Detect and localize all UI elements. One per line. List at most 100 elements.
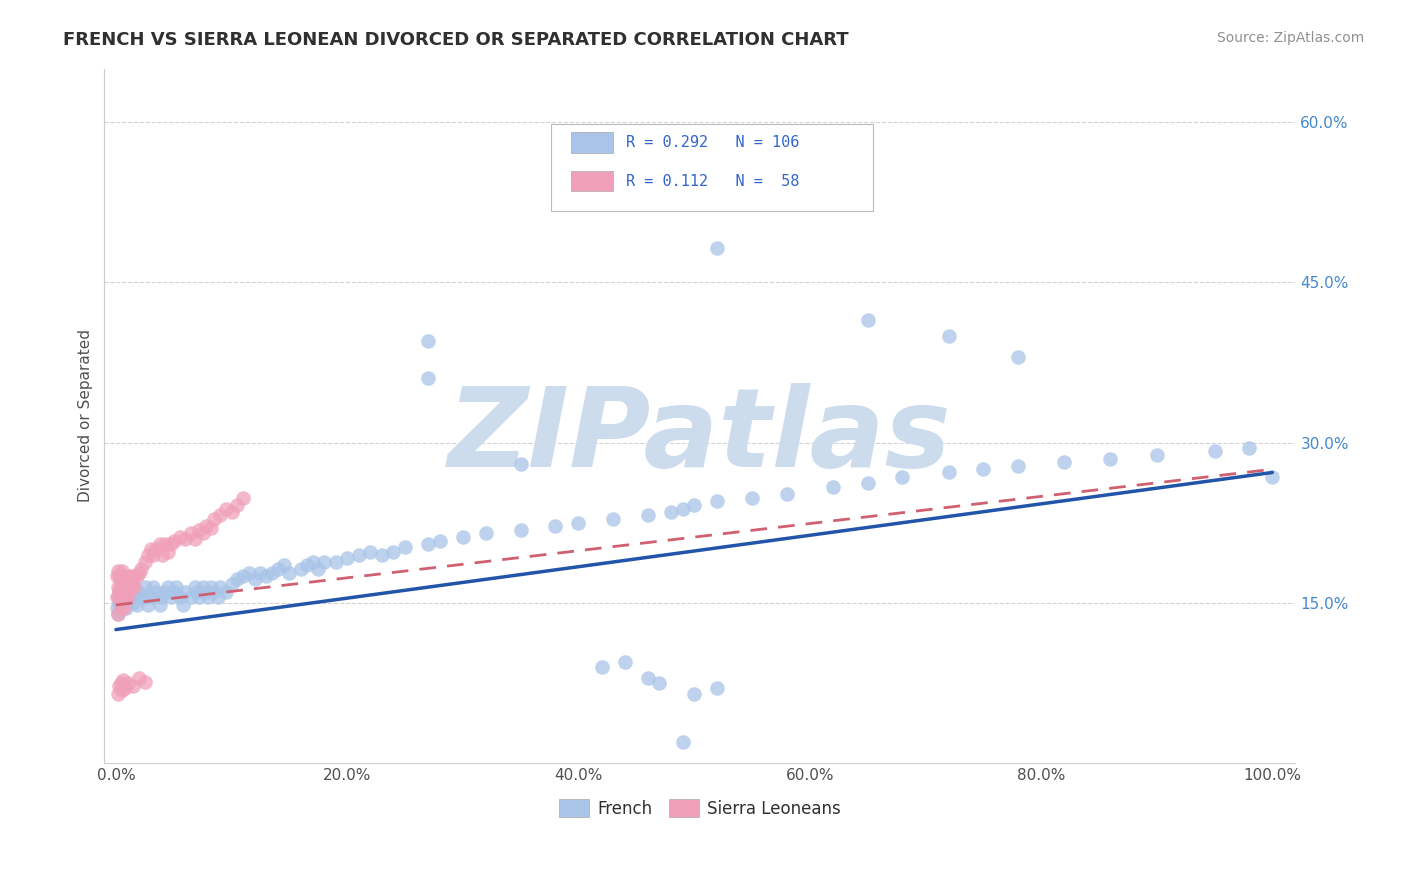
Point — [278, 566, 301, 580]
Point — [856, 476, 879, 491]
Point — [671, 735, 693, 749]
Point — [195, 519, 218, 533]
Point — [112, 598, 135, 612]
Point — [180, 526, 202, 541]
Point — [938, 466, 960, 480]
Point — [107, 607, 129, 621]
Point — [111, 580, 134, 594]
Point — [128, 585, 150, 599]
Point — [208, 508, 231, 523]
Point — [821, 480, 844, 494]
Point — [273, 558, 295, 573]
Point — [254, 569, 277, 583]
Point — [226, 498, 249, 512]
Point — [156, 580, 179, 594]
Point — [131, 561, 153, 575]
Point — [637, 508, 659, 523]
Text: ZIPatlas: ZIPatlas — [449, 384, 952, 491]
Point — [226, 572, 249, 586]
Point — [221, 505, 243, 519]
Point — [105, 601, 128, 615]
Point — [659, 505, 682, 519]
Point — [683, 687, 706, 701]
Text: R = 0.292   N = 106: R = 0.292 N = 106 — [626, 136, 800, 151]
Point — [683, 498, 706, 512]
Point — [124, 580, 146, 594]
Point — [195, 585, 218, 599]
Point — [347, 548, 370, 562]
Point — [183, 580, 205, 594]
Point — [105, 569, 128, 583]
Point — [136, 548, 159, 562]
Point — [107, 607, 129, 621]
Point — [856, 312, 879, 326]
Point — [149, 537, 172, 551]
Point — [107, 580, 129, 594]
Point — [111, 673, 134, 687]
Point — [111, 585, 134, 599]
Point — [267, 561, 290, 575]
Point — [124, 580, 146, 594]
Point — [108, 679, 131, 693]
Point — [150, 591, 173, 605]
Point — [1007, 350, 1029, 364]
Point — [117, 596, 139, 610]
Point — [110, 676, 132, 690]
Point — [108, 591, 131, 605]
Point — [105, 591, 128, 605]
Point — [637, 671, 659, 685]
Point — [972, 462, 994, 476]
Point — [117, 676, 139, 690]
Point — [202, 512, 225, 526]
Point — [174, 585, 197, 599]
Point — [110, 580, 132, 594]
Point — [139, 542, 162, 557]
FancyBboxPatch shape — [571, 170, 613, 192]
Point — [1204, 444, 1226, 458]
Point — [208, 580, 231, 594]
Point — [134, 555, 156, 569]
Point — [134, 580, 156, 594]
Point — [188, 523, 211, 537]
Point — [111, 683, 134, 698]
Point — [110, 574, 132, 589]
Point — [475, 526, 498, 541]
Point — [215, 585, 238, 599]
Point — [706, 681, 728, 696]
Point — [325, 555, 347, 569]
Point — [314, 555, 336, 569]
Point — [160, 537, 183, 551]
Point — [125, 598, 148, 612]
Point — [118, 591, 141, 605]
Point — [295, 558, 318, 573]
Point — [186, 585, 208, 599]
Point — [232, 569, 254, 583]
Point — [139, 591, 162, 605]
Point — [602, 512, 624, 526]
Point — [120, 572, 142, 586]
Point — [290, 561, 312, 575]
Point — [122, 596, 145, 610]
Point — [451, 530, 474, 544]
Point — [1146, 448, 1168, 462]
Point — [134, 674, 156, 689]
Point — [114, 580, 136, 594]
Point — [1099, 451, 1122, 466]
Point — [114, 681, 136, 696]
Point — [107, 564, 129, 578]
Point — [200, 521, 222, 535]
Point — [418, 537, 440, 551]
Point — [1053, 455, 1076, 469]
Point — [114, 580, 136, 594]
Point — [108, 585, 131, 599]
Point — [336, 551, 359, 566]
Point — [108, 569, 131, 583]
Point — [197, 591, 219, 605]
Point — [301, 555, 323, 569]
Point — [188, 591, 211, 605]
Point — [165, 580, 187, 594]
Point — [706, 241, 728, 255]
Point — [359, 544, 381, 558]
Point — [394, 541, 416, 555]
Point — [207, 591, 229, 605]
